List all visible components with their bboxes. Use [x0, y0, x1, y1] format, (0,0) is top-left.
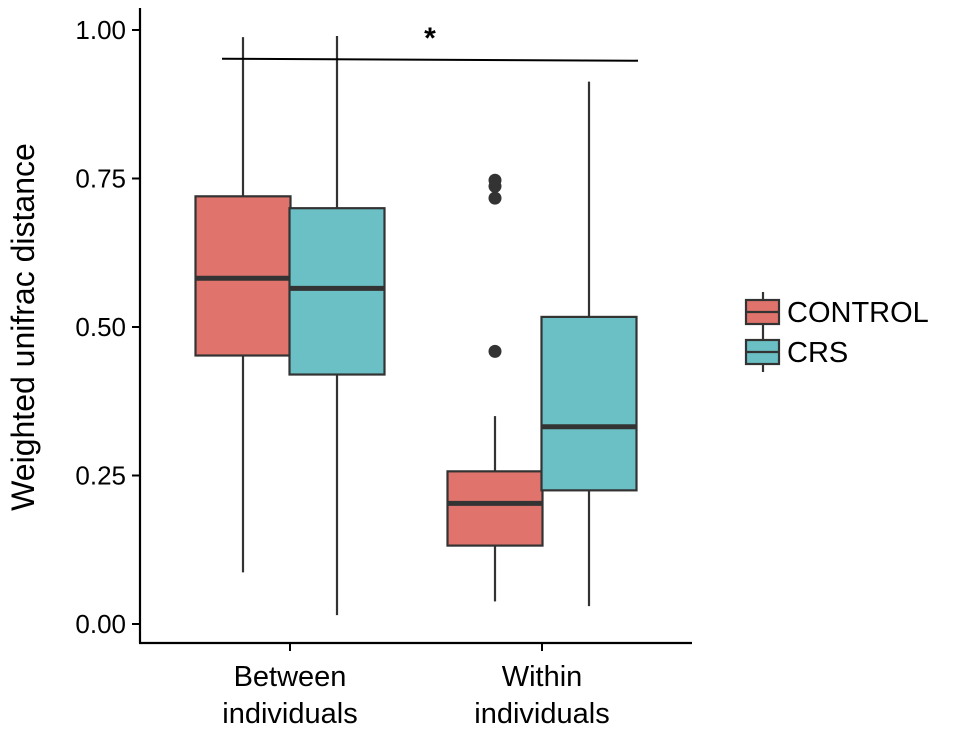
y-tick-label: 1.00: [75, 15, 126, 45]
legend: CONTROL CRS: [744, 292, 929, 372]
outlier-point: [488, 173, 502, 187]
y-tick-label: 0.50: [75, 312, 126, 342]
box-body: [540, 315, 638, 492]
legend-item-crs: CRS: [744, 332, 848, 372]
outlier-point: [488, 344, 502, 358]
y-axis-title: Weighted unifrac distance: [5, 143, 41, 511]
outlier-point: [488, 191, 502, 205]
box-crs-0: [288, 35, 386, 616]
x-tick-label: Between: [234, 661, 347, 693]
box-control-0: [194, 37, 292, 573]
box-body: [288, 207, 386, 376]
legend-label: CRS: [787, 337, 848, 369]
significance-label: *: [424, 22, 436, 55]
x-tick-label: individuals: [222, 698, 357, 730]
y-tick-label: 0.75: [75, 164, 126, 194]
box-control-1: [446, 173, 544, 602]
x-tick-label: individuals: [474, 698, 609, 730]
box-body: [446, 470, 544, 547]
x-tick-label: Within: [502, 661, 583, 693]
plot-area: 0.00 0.25 0.50 0.75 1.00 Between individuals Wi…: [75, 8, 692, 730]
legend-label: CONTROL: [787, 297, 929, 329]
box-crs-1: [540, 81, 638, 607]
legend-item-control: CONTROL: [744, 292, 929, 332]
y-tick-label: 0.25: [75, 461, 126, 491]
y-tick-label: 0.00: [75, 609, 126, 639]
significance-bar: [221, 57, 639, 62]
